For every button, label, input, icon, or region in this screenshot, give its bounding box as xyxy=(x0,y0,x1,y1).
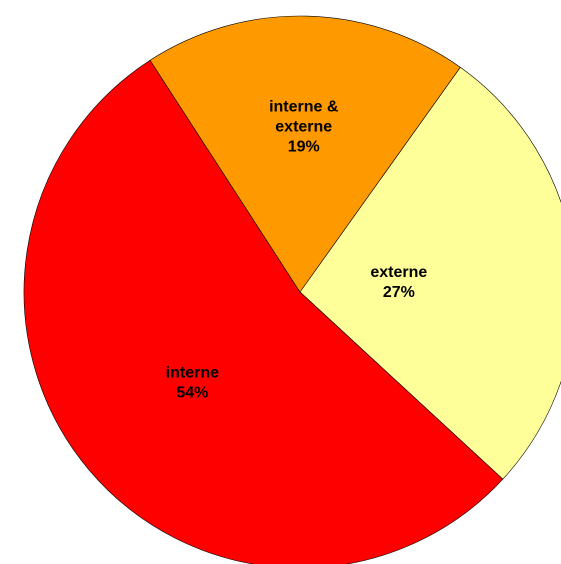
pie-slice-2 xyxy=(23,59,504,564)
slice-percent-label: 54% xyxy=(176,385,208,402)
slice-category-label: interne & xyxy=(269,98,339,115)
slice-label-1: externe 27% xyxy=(370,264,427,301)
pie-slices xyxy=(23,15,561,564)
pie-slice-3 xyxy=(149,15,461,293)
slice-category-label: externe xyxy=(370,264,427,281)
slice-category-label: interne xyxy=(166,365,219,382)
slice-percent-label: 19% xyxy=(288,138,320,155)
slice-label-3: interne & externe 19% xyxy=(269,98,339,155)
pie-labels: externe 27% interne 54% interne & externe 19% xyxy=(166,98,428,401)
slice-category-label: externe xyxy=(275,118,332,135)
slice-label-2: interne 54% xyxy=(166,365,219,402)
pie-slice-1 xyxy=(299,66,561,480)
slice-percent-label: 27% xyxy=(383,284,415,301)
